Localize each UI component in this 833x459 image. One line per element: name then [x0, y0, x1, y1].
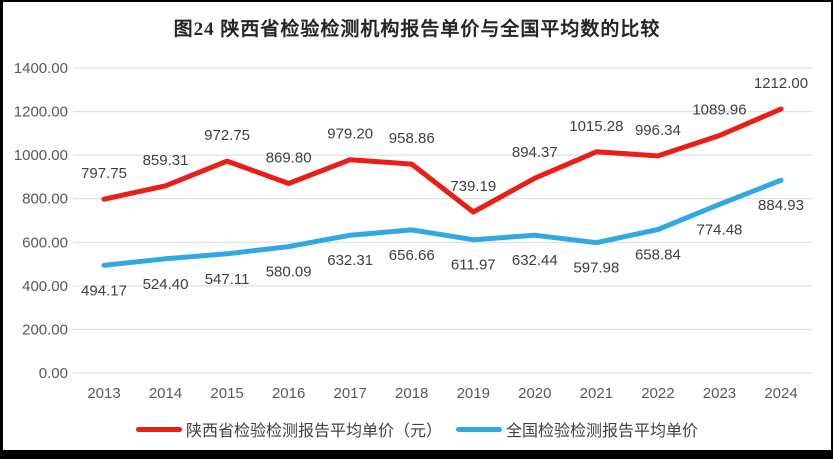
data-label: 774.48	[697, 221, 743, 238]
data-label: 547.11	[205, 271, 250, 288]
data-label: 739.19	[450, 178, 496, 195]
data-label: 656.66	[389, 247, 435, 264]
legend-label-national: 全国检验检测报告平均单价	[506, 423, 699, 440]
legend-line-swatch-blue-icon	[456, 426, 502, 432]
data-label: 797.75	[81, 165, 127, 182]
x-axis-label: 2013	[87, 385, 120, 402]
chart-legend: 陕西省检验检测报告平均单价（元） 全国检验检测报告平均单价	[3, 417, 831, 441]
x-axis-label: 2018	[395, 385, 428, 402]
data-label: 494.17	[81, 282, 127, 299]
x-axis-label: 2023	[703, 385, 736, 402]
y-axis-label: 800.00	[22, 191, 68, 208]
y-axis-label: 1000.00	[14, 147, 68, 164]
data-label: 524.40	[143, 276, 189, 293]
line-chart-plot-area: 0.00 200.00 400.00 600.00 800.00 1000.00 1200.…	[14, 60, 812, 402]
x-axis-label: 2015	[210, 385, 243, 402]
legend-label-shaanxi: 陕西省检验检测报告平均单价（元）	[185, 423, 442, 440]
data-label: 597.98	[573, 260, 619, 277]
y-axis-label: 200.00	[22, 321, 68, 338]
data-label: 869.80	[266, 150, 312, 167]
y-axis-label: 1200.00	[14, 104, 68, 121]
x-axis-label: 2021	[580, 385, 613, 402]
series-line-1	[101, 177, 784, 268]
x-axis-label: 2017	[333, 385, 366, 402]
data-label: 632.44	[512, 252, 558, 269]
legend-item-national: 全国检验检测报告平均单价	[456, 417, 698, 441]
data-label: 859.31	[143, 152, 189, 169]
data-label: 658.84	[635, 246, 681, 263]
x-axis-label: 2024	[764, 385, 797, 402]
data-label: 611.97	[451, 257, 496, 274]
x-axis-label: 2019	[457, 385, 490, 402]
data-label: 979.20	[327, 126, 373, 143]
data-label: 580.09	[266, 264, 312, 281]
data-label: 996.34	[635, 122, 681, 139]
data-label: 972.75	[204, 127, 250, 144]
data-label: 884.93	[758, 197, 804, 214]
data-label: 1015.28	[569, 118, 623, 135]
y-axis-label: 0.00	[39, 365, 68, 382]
data-label: 1212.00	[754, 75, 808, 92]
data-label: 958.86	[389, 130, 435, 147]
y-axis-label: 400.00	[22, 278, 68, 295]
x-axis-label: 2014	[149, 385, 182, 402]
x-axis-label: 2020	[518, 385, 551, 402]
data-label: 1089.96	[692, 102, 746, 119]
x-axis-label: 2022	[641, 385, 674, 402]
legend-line-swatch-red-icon	[135, 426, 182, 432]
y-axis-label: 1400.00	[14, 60, 68, 77]
data-label: 894.37	[512, 144, 558, 161]
y-axis-label: 600.00	[22, 234, 68, 251]
series-line-0	[101, 106, 784, 215]
chart-title: 图24 陕西省检验检测机构报告单价与全国平均数的比较	[173, 19, 661, 40]
data-label: 632.31	[327, 252, 373, 269]
x-axis-label: 2016	[272, 385, 305, 402]
legend-item-shaanxi: 陕西省检验检测报告平均单价（元）	[135, 417, 442, 441]
